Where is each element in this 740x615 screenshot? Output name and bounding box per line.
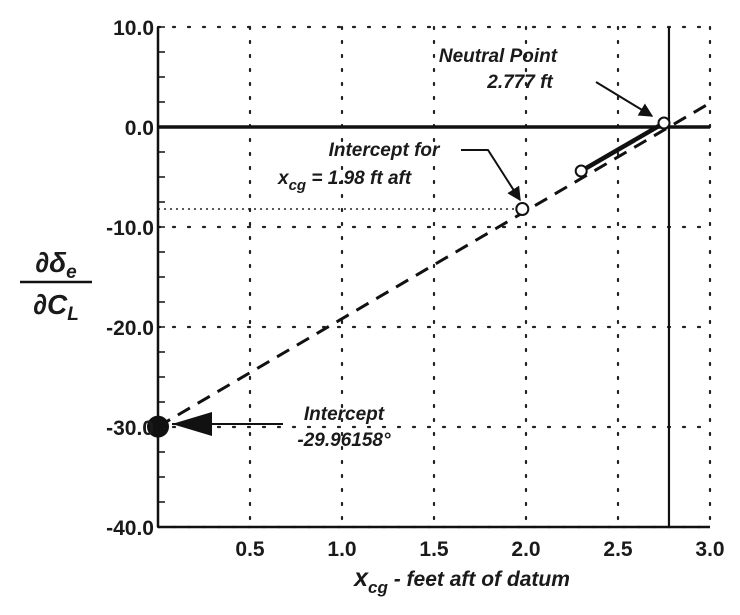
intercept-xcg-value: xcg = 1.98 ft aft — [277, 168, 412, 194]
intercept-xcg-rest: = 1.98 ft aft — [306, 168, 412, 189]
x-axis-rest: - feet aft of datum — [388, 568, 570, 591]
y-axis-den-sub: L — [67, 304, 79, 325]
x-tick-label: 1.5 — [419, 538, 449, 561]
intercept-y-label: Intercept — [304, 404, 385, 425]
intercept-xcg-marker — [515, 202, 530, 216]
data-point — [574, 164, 588, 178]
intercept-xcg-x: x — [277, 168, 290, 189]
y-tick-label: -10.0 — [106, 217, 154, 240]
y-axis-denominator: ∂CL — [33, 289, 79, 325]
y-tick-label: 10.0 — [113, 17, 154, 40]
x-tick-label: 3.0 — [695, 538, 724, 561]
extrapolated-trend-line — [157, 101, 711, 428]
y-tick-label: 0.0 — [125, 117, 154, 140]
marker-layer — [147, 116, 671, 438]
intercept-xcg-sub: cg — [289, 177, 307, 194]
intercept-y-arrowhead — [172, 412, 212, 436]
neutral-point-annotation: Neutral Point 2.777 ft — [439, 46, 654, 117]
reference-lines — [158, 27, 710, 527]
x-axis-main: x — [352, 564, 369, 592]
plot-frame — [156, 26, 710, 529]
series-layer — [157, 101, 711, 428]
tick-labels: 10.0 0.0 -10.0 -20.0 -30.0 -40.0 0.5 1.0 1.5 2.0 2… — [106, 17, 724, 561]
intercept-xcg-label: Intercept for — [329, 140, 441, 161]
x-tick-label: 2.5 — [603, 538, 633, 561]
x-tick-label: 2.0 — [511, 538, 540, 561]
y-tick-label: -40.0 — [106, 517, 154, 540]
data-point — [657, 116, 671, 130]
x-axis-sub: cg — [368, 578, 388, 597]
y-tick-label: -30.0 — [106, 417, 154, 440]
neutral-point-value: 2.777 ft — [486, 72, 553, 93]
x-tick-label: 1.0 — [327, 538, 356, 561]
y-tick-label: -20.0 — [106, 317, 154, 340]
x-axis-title: xcg - feet aft of datum — [352, 564, 570, 597]
y-axis-num-sub: e — [66, 262, 77, 283]
y-axis-num-main: ∂δ — [35, 247, 67, 278]
x-tick-label: 0.5 — [235, 538, 265, 561]
measured-trend-line — [580, 121, 666, 173]
intercept-xcg-arrow — [461, 149, 521, 202]
neutral-point-arrow — [595, 81, 654, 117]
neutral-point-label: Neutral Point — [439, 46, 558, 67]
intercept-xcg-annotation: Intercept for xcg = 1.98 ft aft — [277, 140, 521, 202]
intercept-y-annotation: Intercept -29.96158° — [172, 404, 391, 451]
y-axis-title: ∂δe ∂CL — [20, 247, 92, 325]
intercept-y-value: -29.96158° — [297, 430, 391, 451]
y-axis-den-main: ∂C — [33, 289, 68, 320]
y-axis-numerator: ∂δe — [35, 247, 77, 283]
